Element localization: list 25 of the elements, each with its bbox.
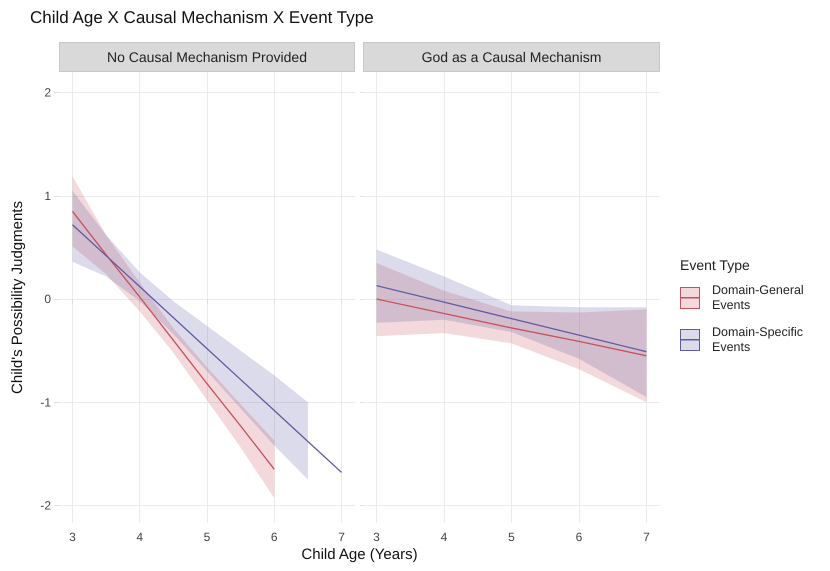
x-tick-label: 7 [338,530,346,544]
line-series [72,224,342,474]
x-tick-label: 6 [270,530,278,544]
x-axis-title: Child Age (Years) [300,546,419,563]
y-tick-label: -2 [40,498,52,512]
y-tick-label: 2 [44,86,52,100]
legend-title: Event Type [680,257,751,273]
x-tick-label: 7 [643,530,650,544]
chart-subtitle: No Causal Mechanism Provided [59,42,355,72]
y-tick-label: 1 [44,188,52,203]
chart-subtitle: God as a Causal Mechanism [363,42,660,72]
chart-title: Child Age X Causal Mechanism X Event Type [30,8,374,28]
x-tick-label: 4 [136,530,144,544]
y-tick-label: -1 [40,395,52,410]
y-axis-title: Child's Possibility Judgments [9,201,26,394]
x-tick-label: 3 [373,530,380,544]
legend-label: Domain-Specific Events [712,325,804,355]
legend-label: Domain-General Events [712,283,805,313]
x-tick-label: 6 [576,530,583,544]
x-tick-label: 3 [69,530,76,544]
line-series [72,210,275,470]
x-tick-label: 4 [440,530,448,544]
x-tick-label: 5 [204,530,211,544]
x-tick-label: 5 [508,530,516,544]
y-tick-label: 0 [44,292,52,306]
